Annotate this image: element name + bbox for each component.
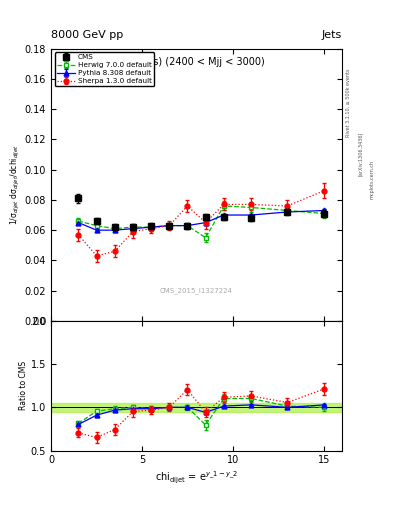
Y-axis label: Ratio to CMS: Ratio to CMS (19, 361, 28, 410)
Text: 8000 GeV pp: 8000 GeV pp (51, 30, 123, 40)
Text: [arXiv:1306.3436]: [arXiv:1306.3436] (358, 132, 363, 176)
Text: χ (jets) (2400 < Mjj < 3000): χ (jets) (2400 < Mjj < 3000) (128, 57, 265, 67)
Text: Rivet 3.1.10, ≥ 500k events: Rivet 3.1.10, ≥ 500k events (346, 68, 351, 137)
X-axis label: chi$_{\rm dijet}$ = e$^{y\_1 - y\_2}$: chi$_{\rm dijet}$ = e$^{y\_1 - y\_2}$ (155, 470, 238, 486)
Y-axis label: 1/σ$_{dijet}$ dσ$_{dijet}$/dchi$_{dijet}$: 1/σ$_{dijet}$ dσ$_{dijet}$/dchi$_{dijet}… (9, 144, 22, 225)
Text: CMS_2015_I1327224: CMS_2015_I1327224 (160, 287, 233, 294)
Text: mcplots.cern.ch: mcplots.cern.ch (369, 160, 375, 199)
Legend: CMS, Herwig 7.0.0 default, Pythia 8.308 default, Sherpa 1.3.0 default: CMS, Herwig 7.0.0 default, Pythia 8.308 … (55, 52, 154, 86)
Text: Jets: Jets (321, 30, 342, 40)
